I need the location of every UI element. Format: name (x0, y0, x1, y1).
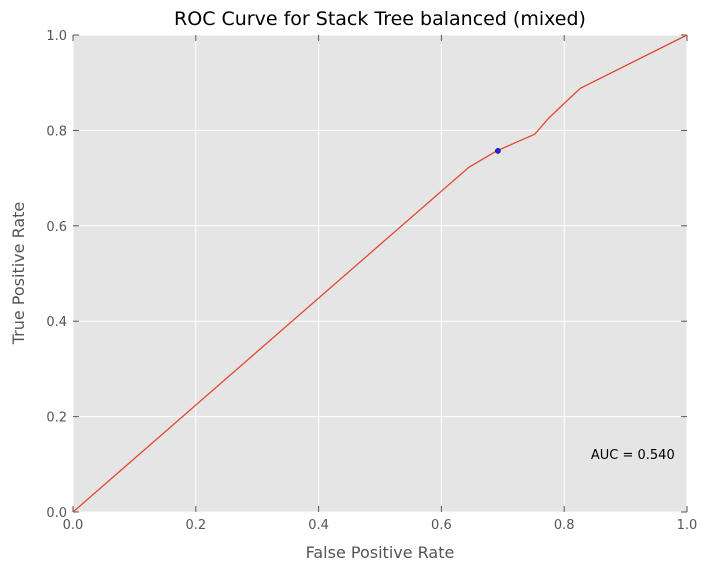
tick-labels: 0.0 0.2 0.4 0.6 0.8 1.0 0.0 0.2 0.4 0.6 0.8 1.0 (46, 29, 697, 533)
roc-curve-line (72, 34, 688, 513)
y-tick-label: 0.0 (46, 506, 67, 521)
y-tick-label: 1.0 (46, 29, 67, 44)
x-tick-label: 0.4 (308, 518, 329, 533)
x-tick-label: 1.0 (677, 518, 698, 533)
x-tick-label: 0.2 (185, 518, 206, 533)
y-tick-label: 0.2 (46, 411, 67, 426)
chart-title: ROC Curve for Stack Tree balanced (mixed… (174, 8, 586, 30)
y-tick-label: 0.4 (46, 315, 67, 330)
y-axis-label: True Positive Rate (9, 202, 28, 346)
axis-ticks (72, 34, 688, 513)
y-tick-label: 0.6 (46, 220, 67, 235)
threshold-point (495, 148, 501, 154)
x-tick-label: 0.8 (554, 518, 575, 533)
grid-lines (72, 34, 688, 513)
x-tick-label: 0.0 (63, 518, 84, 533)
x-tick-label: 0.6 (431, 518, 452, 533)
y-tick-label: 0.8 (46, 124, 67, 139)
plot-background (73, 35, 687, 512)
auc-annotation: AUC = 0.540 (591, 448, 675, 463)
x-axis-label: False Positive Rate (306, 543, 455, 562)
series-layer (72, 34, 688, 513)
